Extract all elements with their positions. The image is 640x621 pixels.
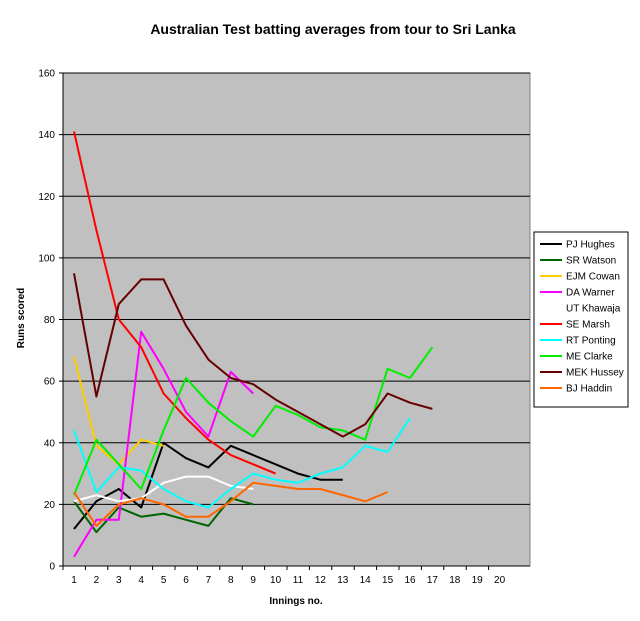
x-tick-label: 20 xyxy=(494,575,506,586)
x-tick-label: 9 xyxy=(250,575,256,586)
legend-box xyxy=(533,231,629,408)
y-tick-label: 160 xyxy=(38,69,55,80)
x-tick-label: 7 xyxy=(206,575,212,586)
y-axis-ticks: 0 20 40 60 80 100 120 140 160 xyxy=(38,69,63,573)
y-tick-label: 20 xyxy=(44,500,56,511)
y-tick-label: 60 xyxy=(44,377,56,388)
x-tick-label: 18 xyxy=(449,575,461,586)
series-line-mek-hussey xyxy=(73,273,433,438)
x-tick-label: 11 xyxy=(293,575,304,586)
series-line-ut-khawaja xyxy=(73,475,254,503)
legend-label: SR Watson xyxy=(566,256,616,267)
x-tick-label: 1 xyxy=(71,575,77,586)
x-tick-label: 6 xyxy=(183,575,189,586)
x-tick-label: 16 xyxy=(404,575,416,586)
y-tick-label: 100 xyxy=(38,253,55,264)
x-axis-ticks: 1 2 3 4 5 6 7 8 9 10 11 12 13 14 15 16 17 18 19 20 xyxy=(62,566,506,586)
series-line-me-clarke xyxy=(73,346,434,496)
legend-label: ME Clarke xyxy=(566,352,613,363)
legend-label: DA Warner xyxy=(566,288,615,299)
legend-label: BJ Haddin xyxy=(566,384,612,395)
legend-label: EJM Cowan xyxy=(566,272,620,283)
series-line-pj-hughes xyxy=(73,441,343,530)
legend-label: RT Ponting xyxy=(566,336,616,347)
x-tick-label: 19 xyxy=(472,575,484,586)
x-tick-label: 13 xyxy=(337,575,349,586)
chart-title: Australian Test batting averages from to… xyxy=(150,21,516,37)
x-tick-label: 10 xyxy=(270,575,282,586)
series-line-bj-haddin xyxy=(73,481,388,527)
y-tick-label: 120 xyxy=(38,192,55,203)
y-tick-label: 40 xyxy=(44,438,56,449)
legend-label: UT Khawaja xyxy=(566,304,621,315)
legend-label: SE Marsh xyxy=(566,320,610,331)
x-tick-label: 2 xyxy=(94,575,100,586)
legend-label: PJ Hughes xyxy=(566,240,615,251)
y-tick-label: 0 xyxy=(49,562,55,573)
x-tick-label: 3 xyxy=(116,575,122,586)
y-tick-label: 140 xyxy=(38,130,55,141)
x-tick-label: 5 xyxy=(161,575,167,586)
series-lines xyxy=(73,131,434,558)
x-tick-label: 12 xyxy=(315,575,327,586)
x-tick-label: 15 xyxy=(382,575,394,586)
x-tick-label: 8 xyxy=(228,575,234,586)
x-tick-label: 14 xyxy=(360,575,372,586)
grid-lines xyxy=(63,72,530,505)
legend-label: MEK Hussey xyxy=(566,368,624,379)
y-tick-label: 80 xyxy=(44,315,56,326)
y-axis-label: Runs scored xyxy=(16,288,27,349)
x-tick-label: 17 xyxy=(427,575,439,586)
series-line-rt-ponting xyxy=(73,417,411,509)
x-tick-label: 4 xyxy=(138,575,144,586)
legend: PJ Hughes SR Watson EJM Cowan DA Warner UT K… xyxy=(540,240,624,395)
x-axis-label: Innings no. xyxy=(269,596,323,607)
